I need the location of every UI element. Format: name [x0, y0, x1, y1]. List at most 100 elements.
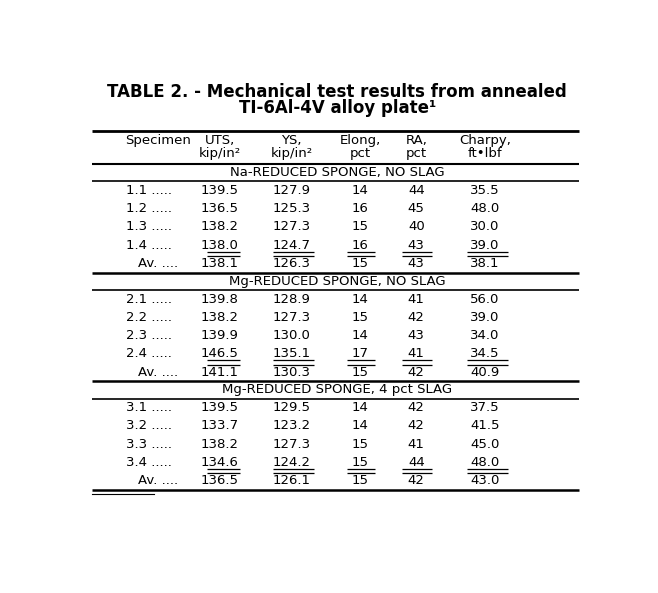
- Text: 141.1: 141.1: [201, 365, 239, 378]
- Text: 127.3: 127.3: [272, 221, 311, 234]
- Text: 124.2: 124.2: [272, 456, 311, 469]
- Text: Av. ....: Av. ....: [138, 474, 178, 487]
- Text: 3.2 .....: 3.2 .....: [126, 419, 172, 432]
- Text: 40.9: 40.9: [470, 365, 499, 378]
- Text: 41: 41: [408, 347, 424, 361]
- Text: 133.7: 133.7: [201, 419, 239, 432]
- Text: 56.0: 56.0: [470, 292, 500, 305]
- Text: 34.5: 34.5: [470, 347, 500, 361]
- Text: ft•lbf: ft•lbf: [468, 148, 503, 161]
- Text: RA,: RA,: [405, 134, 427, 147]
- Text: Mg-REDUCED SPONGE, NO SLAG: Mg-REDUCED SPONGE, NO SLAG: [229, 275, 445, 288]
- Text: 124.7: 124.7: [272, 238, 311, 251]
- Text: TI-6Al-4V alloy plate¹: TI-6Al-4V alloy plate¹: [239, 98, 436, 117]
- Text: 1.3 .....: 1.3 .....: [126, 221, 172, 234]
- Text: 128.9: 128.9: [272, 292, 311, 305]
- Text: 17: 17: [351, 347, 368, 361]
- Text: 136.5: 136.5: [201, 474, 239, 487]
- Text: 42: 42: [408, 311, 424, 324]
- Text: Charpy,: Charpy,: [459, 134, 511, 147]
- Text: 30.0: 30.0: [470, 221, 500, 234]
- Text: 41: 41: [408, 292, 424, 305]
- Text: pct: pct: [349, 148, 370, 161]
- Text: 138.0: 138.0: [201, 238, 239, 251]
- Text: Mg-REDUCED SPONGE, 4 pct SLAG: Mg-REDUCED SPONGE, 4 pct SLAG: [222, 383, 452, 396]
- Text: 16: 16: [352, 238, 368, 251]
- Text: 43: 43: [408, 257, 424, 270]
- Text: 139.8: 139.8: [201, 292, 239, 305]
- Text: 2.3 .....: 2.3 .....: [126, 329, 172, 342]
- Text: 37.5: 37.5: [470, 401, 500, 414]
- Text: 2.2 .....: 2.2 .....: [126, 311, 172, 324]
- Text: 127.9: 127.9: [272, 184, 311, 197]
- Text: 42: 42: [408, 365, 424, 378]
- Text: kip/in²: kip/in²: [270, 148, 313, 161]
- Text: 34.0: 34.0: [470, 329, 500, 342]
- Text: 126.3: 126.3: [272, 257, 311, 270]
- Text: 14: 14: [352, 292, 368, 305]
- Text: 39.0: 39.0: [470, 238, 500, 251]
- Text: 43: 43: [408, 238, 424, 251]
- Text: pct: pct: [406, 148, 427, 161]
- Text: Specimen: Specimen: [126, 134, 191, 147]
- Text: 3.3 .....: 3.3 .....: [126, 438, 172, 451]
- Text: Na-REDUCED SPONGE, NO SLAG: Na-REDUCED SPONGE, NO SLAG: [230, 166, 445, 179]
- Text: 14: 14: [352, 419, 368, 432]
- Text: 45.0: 45.0: [470, 438, 500, 451]
- Text: Av. ....: Av. ....: [138, 365, 178, 378]
- Text: 127.3: 127.3: [272, 311, 311, 324]
- Text: 14: 14: [352, 184, 368, 197]
- Text: 123.2: 123.2: [272, 419, 311, 432]
- Text: 138.1: 138.1: [201, 257, 239, 270]
- Text: Av. ....: Av. ....: [138, 257, 178, 270]
- Text: 138.2: 138.2: [201, 438, 239, 451]
- Text: YS,: YS,: [281, 134, 301, 147]
- Text: 15: 15: [351, 438, 368, 451]
- Text: 136.5: 136.5: [201, 202, 239, 215]
- Text: 139.5: 139.5: [201, 401, 239, 414]
- Text: 15: 15: [351, 221, 368, 234]
- Text: Elong,: Elong,: [340, 134, 381, 147]
- Text: 1.4 .....: 1.4 .....: [126, 238, 172, 251]
- Text: 43.0: 43.0: [470, 474, 500, 487]
- Text: 126.1: 126.1: [272, 474, 311, 487]
- Text: 146.5: 146.5: [201, 347, 239, 361]
- Text: 1.2 .....: 1.2 .....: [126, 202, 172, 215]
- Text: 48.0: 48.0: [470, 202, 499, 215]
- Text: kip/in²: kip/in²: [199, 148, 241, 161]
- Text: UTS,: UTS,: [205, 134, 235, 147]
- Text: 130.0: 130.0: [272, 329, 311, 342]
- Text: 42: 42: [408, 401, 424, 414]
- Text: 39.0: 39.0: [470, 311, 500, 324]
- Text: 14: 14: [352, 329, 368, 342]
- Text: 127.3: 127.3: [272, 438, 311, 451]
- Text: 2.1 .....: 2.1 .....: [126, 292, 172, 305]
- Text: 42: 42: [408, 419, 424, 432]
- Text: 15: 15: [351, 474, 368, 487]
- Text: 44: 44: [408, 184, 424, 197]
- Text: 1.1 .....: 1.1 .....: [126, 184, 172, 197]
- Text: 15: 15: [351, 456, 368, 469]
- Text: 35.5: 35.5: [470, 184, 500, 197]
- Text: 138.2: 138.2: [201, 311, 239, 324]
- Text: 40: 40: [408, 221, 424, 234]
- Text: 139.5: 139.5: [201, 184, 239, 197]
- Text: 43: 43: [408, 329, 424, 342]
- Text: 2.4 .....: 2.4 .....: [126, 347, 172, 361]
- Text: 16: 16: [352, 202, 368, 215]
- Text: 42: 42: [408, 474, 424, 487]
- Text: 45: 45: [408, 202, 424, 215]
- Text: 15: 15: [351, 311, 368, 324]
- Text: 44: 44: [408, 456, 424, 469]
- Text: 41: 41: [408, 438, 424, 451]
- Text: 134.6: 134.6: [201, 456, 239, 469]
- Text: 14: 14: [352, 401, 368, 414]
- Text: 138.2: 138.2: [201, 221, 239, 234]
- Text: 3.4 .....: 3.4 .....: [126, 456, 172, 469]
- Text: TABLE 2. - Mechanical test results from annealed: TABLE 2. - Mechanical test results from …: [107, 82, 567, 101]
- Text: 130.3: 130.3: [272, 365, 311, 378]
- Text: 139.9: 139.9: [201, 329, 239, 342]
- Text: 41.5: 41.5: [470, 419, 500, 432]
- Text: 15: 15: [351, 365, 368, 378]
- Text: 135.1: 135.1: [272, 347, 311, 361]
